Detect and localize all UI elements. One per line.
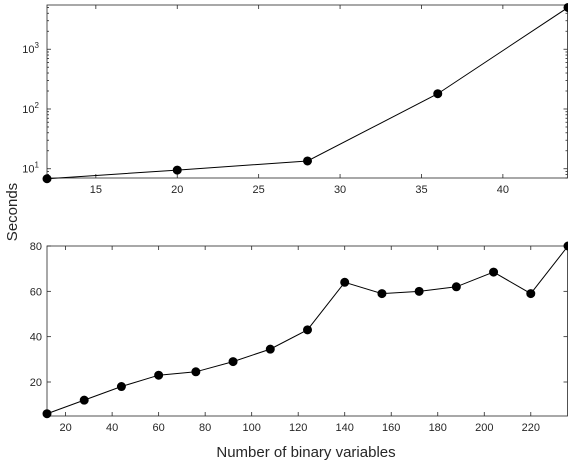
y-axis-label: Seconds: [4, 183, 21, 241]
bottom-y-tick-label: 80: [30, 241, 42, 253]
bottom-data-point: [116, 382, 126, 392]
bottom-data-point: [377, 289, 387, 299]
top-y-tick-label: 103: [22, 41, 39, 56]
top-data-point: [563, 2, 568, 12]
bottom-data-point: [191, 367, 201, 377]
top-x-tick-label: 25: [253, 184, 265, 196]
bottom-data-point: [526, 289, 536, 299]
bottom-x-tick-label: 60: [153, 422, 165, 434]
bottom-data-point: [42, 409, 52, 419]
bottom-data-point: [79, 395, 89, 405]
top-y-tick-label: 102: [22, 101, 39, 116]
bottom-y-tick-label: 40: [30, 332, 42, 344]
bottom-y-tick-label: 20: [30, 377, 42, 389]
top-x-tick-label: 35: [415, 184, 427, 196]
bottom-x-tick-label: 80: [199, 422, 211, 434]
bottom-x-tick-label: 180: [429, 422, 447, 434]
top-chart-panel: 15 20 25 30 35 40 101 102 103: [22, 2, 568, 196]
top-x-tick-label: 15: [90, 184, 102, 196]
bottom-data-point: [489, 267, 499, 277]
bottom-data-point: [414, 286, 424, 296]
bottom-data-point: [563, 241, 568, 251]
top-data-point: [303, 156, 312, 166]
top-y-tick-label: 101: [22, 161, 39, 176]
bottom-x-tick-label: 100: [242, 422, 260, 434]
bottom-y-tick-label: 60: [30, 286, 42, 298]
x-axis-label: Number of binary variables: [216, 444, 395, 461]
bottom-data-point: [340, 277, 350, 287]
bottom-data-point: [303, 325, 312, 335]
bottom-x-tick-label: 200: [475, 422, 493, 434]
bottom-x-tick-label: 160: [382, 422, 400, 434]
top-series-line: [46, 7, 568, 180]
bottom-data-point: [228, 357, 238, 367]
bottom-data-point: [154, 370, 164, 380]
bottom-data-point: [451, 282, 461, 292]
bottom-x-tick-label: 20: [59, 422, 71, 434]
top-data-point: [42, 174, 52, 184]
bottom-x-tick-label: 140: [336, 422, 354, 434]
top-x-tick-label: 20: [171, 184, 183, 196]
top-data-point: [172, 165, 182, 175]
top-x-tick-label: 40: [497, 184, 509, 196]
bottom-chart-panel: 20 40 60 80 100 120 140 160 180 200 220 20 40 60 80: [30, 241, 568, 434]
bottom-x-tick-label: 220: [522, 422, 540, 434]
bottom-x-tick-label: 40: [106, 422, 118, 434]
bottom-data-point: [265, 344, 275, 354]
top-x-tick-label: 30: [334, 184, 346, 196]
bottom-x-tick-label: 120: [289, 422, 307, 434]
top-data-point: [433, 89, 443, 99]
top-plot-frame: [46, 4, 568, 179]
